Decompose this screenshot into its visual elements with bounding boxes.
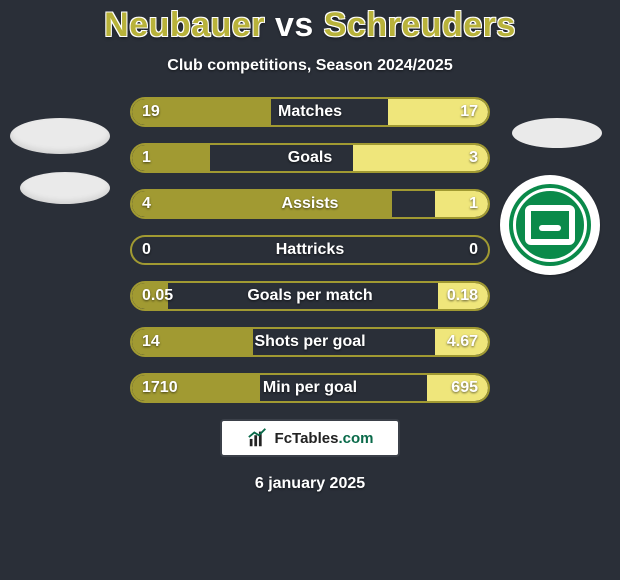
subtitle: Club competitions, Season 2024/2025 <box>0 57 620 75</box>
page-title: Neubauer vs Schreuders <box>0 0 620 45</box>
brand-suffix: .com <box>338 430 373 447</box>
stat-row: 0.050.18Goals per match <box>130 281 490 311</box>
brand-name: FcTables <box>275 430 339 447</box>
stat-metric-label: Matches <box>132 99 488 125</box>
stat-metric-label: Assists <box>132 191 488 217</box>
stat-metric-label: Hattricks <box>132 237 488 263</box>
stat-metric-label: Min per goal <box>132 375 488 401</box>
brand-chart-icon <box>247 427 269 449</box>
title-vs: vs <box>275 6 314 44</box>
player-right-logo-placeholder <box>512 118 602 148</box>
stat-row: 144.67Shots per goal <box>130 327 490 357</box>
brand-box[interactable]: FcTables.com <box>220 419 400 457</box>
stat-row: 13Goals <box>130 143 490 173</box>
club-badge <box>500 175 600 275</box>
stat-metric-label: Goals <box>132 145 488 171</box>
player-left-logo-1 <box>10 118 110 154</box>
comparison-bars: 1917Matches 13Goals 41Assists 00Hattricks 0.… <box>130 97 490 403</box>
stat-row: 00Hattricks <box>130 235 490 265</box>
stat-metric-label: Goals per match <box>132 283 488 309</box>
club-badge-inner <box>509 184 591 266</box>
stat-row: 1917Matches <box>130 97 490 127</box>
player-left-name: Neubauer <box>104 6 265 44</box>
generation-date: 6 january 2025 <box>0 475 620 493</box>
club-badge-icon <box>525 205 575 245</box>
stat-metric-label: Shots per goal <box>132 329 488 355</box>
stat-row: 41Assists <box>130 189 490 219</box>
player-right-name: Schreuders <box>324 6 516 44</box>
player-left-logo-2 <box>20 172 110 204</box>
stat-row: 1710695Min per goal <box>130 373 490 403</box>
